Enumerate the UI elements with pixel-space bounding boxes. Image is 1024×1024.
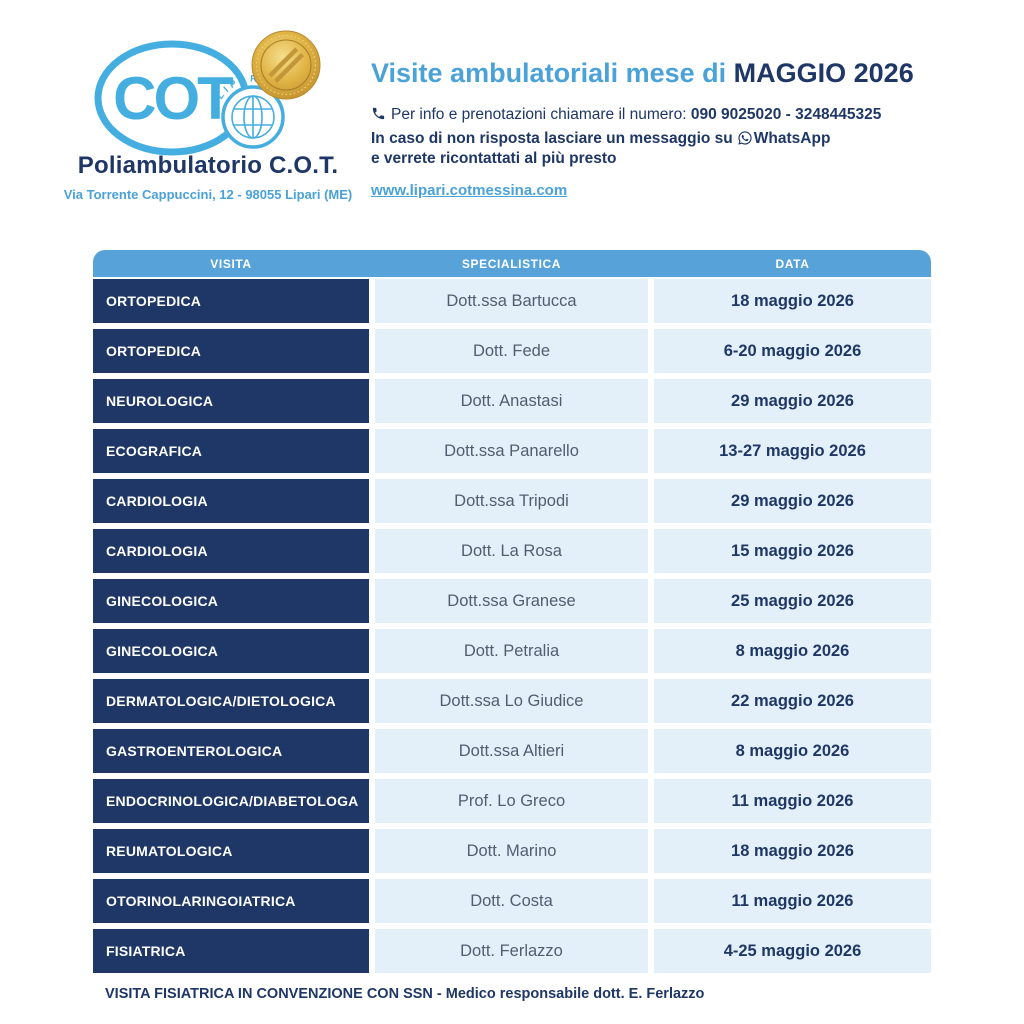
data-cell: 6-20 maggio 2026 (654, 329, 931, 373)
specialistica-cell: Dott.ssa Altieri (375, 729, 648, 773)
data-cell: 11 maggio 2026 (654, 779, 931, 823)
visita-cell: NEUROLOGICA (93, 379, 369, 423)
logo-ellipse: COT (94, 40, 249, 156)
specialistica-cell: Dott. Marino (375, 829, 648, 873)
data-cell: 15 maggio 2026 (654, 529, 931, 573)
table-row: ORTOPEDICA Dott.ssa Bartucca 18 maggio 2… (93, 279, 931, 323)
data-cell: 8 maggio 2026 (654, 629, 931, 673)
gold-seal-icon (251, 30, 320, 100)
visita-cell: OTORINOLARINGOIATRICA (93, 879, 369, 923)
visita-cell: GINECOLOGICA (93, 629, 369, 673)
table-row: GASTROENTEROLOGICA Dott.ssa Altieri 8 ma… (93, 729, 931, 773)
whatsapp-label: WhatsApp (753, 130, 831, 148)
phone-icon (372, 107, 385, 120)
whatsapp-line-2: e verrete ricontattati al più presto (371, 150, 617, 168)
visita-cell: GASTROENTEROLOGICA (93, 729, 369, 773)
table-row: ORTOPEDICA Dott. Fede 6-20 maggio 2026 (93, 329, 931, 373)
specialistica-cell: Dott.ssa Granese (375, 579, 648, 623)
data-cell: 25 maggio 2026 (654, 579, 931, 623)
data-cell: 4-25 maggio 2026 (654, 929, 931, 973)
website-link[interactable]: www.lipari.cotmessina.com (371, 182, 568, 200)
phone-numbers: 090 9025020 - 3248445325 (690, 106, 882, 124)
visita-cell: ECOGRAFICA (93, 429, 369, 473)
table-row: NEUROLOGICA Dott. Anastasi 29 maggio 202… (93, 379, 931, 423)
table-row: ECOGRAFICA Dott.ssa Panarello 13-27 magg… (93, 429, 931, 473)
specialistica-cell: Dott.ssa Panarello (375, 429, 648, 473)
visita-cell: ENDOCRINOLOGICA/DIABETOLOGA (93, 779, 369, 823)
specialistica-cell: Dott. Anastasi (375, 379, 648, 423)
page-title-light: Visite ambulatoriali mese di (371, 58, 727, 88)
data-cell: 29 maggio 2026 (654, 379, 931, 423)
specialistica-cell: Dott. Petralia (375, 629, 648, 673)
visita-cell: CARDIOLOGIA (93, 529, 369, 573)
cot-logo: COT LIPARI (94, 30, 320, 156)
table-row: FISIATRICA Dott. Ferlazzo 4-25 maggio 20… (93, 929, 931, 973)
visita-cell: FISIATRICA (93, 929, 369, 973)
table-header: VISITA SPECIALISTICA DATA (93, 250, 931, 277)
table-body: ORTOPEDICA Dott.ssa Bartucca 18 maggio 2… (93, 279, 931, 973)
page-title-month: MAGGIO 2026 (733, 58, 914, 88)
table-row: GINECOLOGICA Dott.ssa Granese 25 maggio … (93, 579, 931, 623)
table-row: OTORINOLARINGOIATRICA Dott. Costa 11 mag… (93, 879, 931, 923)
svg-text:COT: COT (113, 65, 233, 132)
whatsapp-line-text: In caso di non risposta lasciare un mess… (371, 130, 733, 148)
table-row: GINECOLOGICA Dott. Petralia 8 maggio 202… (93, 629, 931, 673)
data-cell: 11 maggio 2026 (654, 879, 931, 923)
table-row: CARDIOLOGIA Dott. La Rosa 15 maggio 2026 (93, 529, 931, 573)
footer-note: VISITA FISIATRICA IN CONVENZIONE CON SSN… (105, 986, 705, 1002)
org-address: Via Torrente Cappuccini, 12 - 98055 Lipa… (63, 187, 353, 202)
data-cell: 22 maggio 2026 (654, 679, 931, 723)
visita-cell: REUMATOLOGICA (93, 829, 369, 873)
table-row: REUMATOLOGICA Dott. Marino 18 maggio 202… (93, 829, 931, 873)
specialistica-cell: Prof. Lo Greco (375, 779, 648, 823)
specialistica-cell: Dott. Fede (375, 329, 648, 373)
specialistica-cell: Dott.ssa Lo Giudice (375, 679, 648, 723)
data-cell: 8 maggio 2026 (654, 729, 931, 773)
visita-cell: GINECOLOGICA (93, 579, 369, 623)
visita-cell: CARDIOLOGIA (93, 479, 369, 523)
visita-cell: DERMATOLOGICA/DIETOLOGICA (93, 679, 369, 723)
table-row: CARDIOLOGIA Dott.ssa Tripodi 29 maggio 2… (93, 479, 931, 523)
page-title: Visite ambulatoriali mese di MAGGIO 2026 (371, 58, 951, 89)
data-cell: 13-27 maggio 2026 (654, 429, 931, 473)
phone-label: Per info e prenotazioni chiamare il nume… (391, 106, 687, 124)
specialistica-cell: Dott. Costa (375, 879, 648, 923)
globe-icon (220, 85, 285, 149)
visita-cell: ORTOPEDICA (93, 279, 369, 323)
column-header-data: DATA (775, 256, 810, 271)
visits-table: VISITA SPECIALISTICA DATA ORTOPEDICA Dot… (93, 250, 931, 973)
data-cell: 18 maggio 2026 (654, 829, 931, 873)
brand-block: COT LIPARI (47, 20, 369, 202)
whatsapp-icon (738, 131, 752, 145)
table-row: DERMATOLOGICA/DIETOLOGICA Dott.ssa Lo Gi… (93, 679, 931, 723)
whatsapp-line: In caso di non risposta lasciare un mess… (371, 130, 951, 148)
specialistica-cell: Dott. La Rosa (375, 529, 648, 573)
header-info: Visite ambulatoriali mese di MAGGIO 2026… (371, 58, 951, 200)
org-name: Poliambulatorio C.O.T. (77, 152, 339, 179)
visita-cell: ORTOPEDICA (93, 329, 369, 373)
data-cell: 29 maggio 2026 (654, 479, 931, 523)
column-header-specialistica: SPECIALISTICA (461, 256, 562, 271)
data-cell: 18 maggio 2026 (654, 279, 931, 323)
specialistica-cell: Dott.ssa Tripodi (375, 479, 648, 523)
specialistica-cell: Dott.ssa Bartucca (375, 279, 648, 323)
column-header-visita: VISITA (210, 256, 252, 271)
specialistica-cell: Dott. Ferlazzo (375, 929, 648, 973)
table-row: ENDOCRINOLOGICA/DIABETOLOGA Prof. Lo Gre… (93, 779, 931, 823)
phone-line: Per info e prenotazioni chiamare il nume… (371, 106, 951, 124)
